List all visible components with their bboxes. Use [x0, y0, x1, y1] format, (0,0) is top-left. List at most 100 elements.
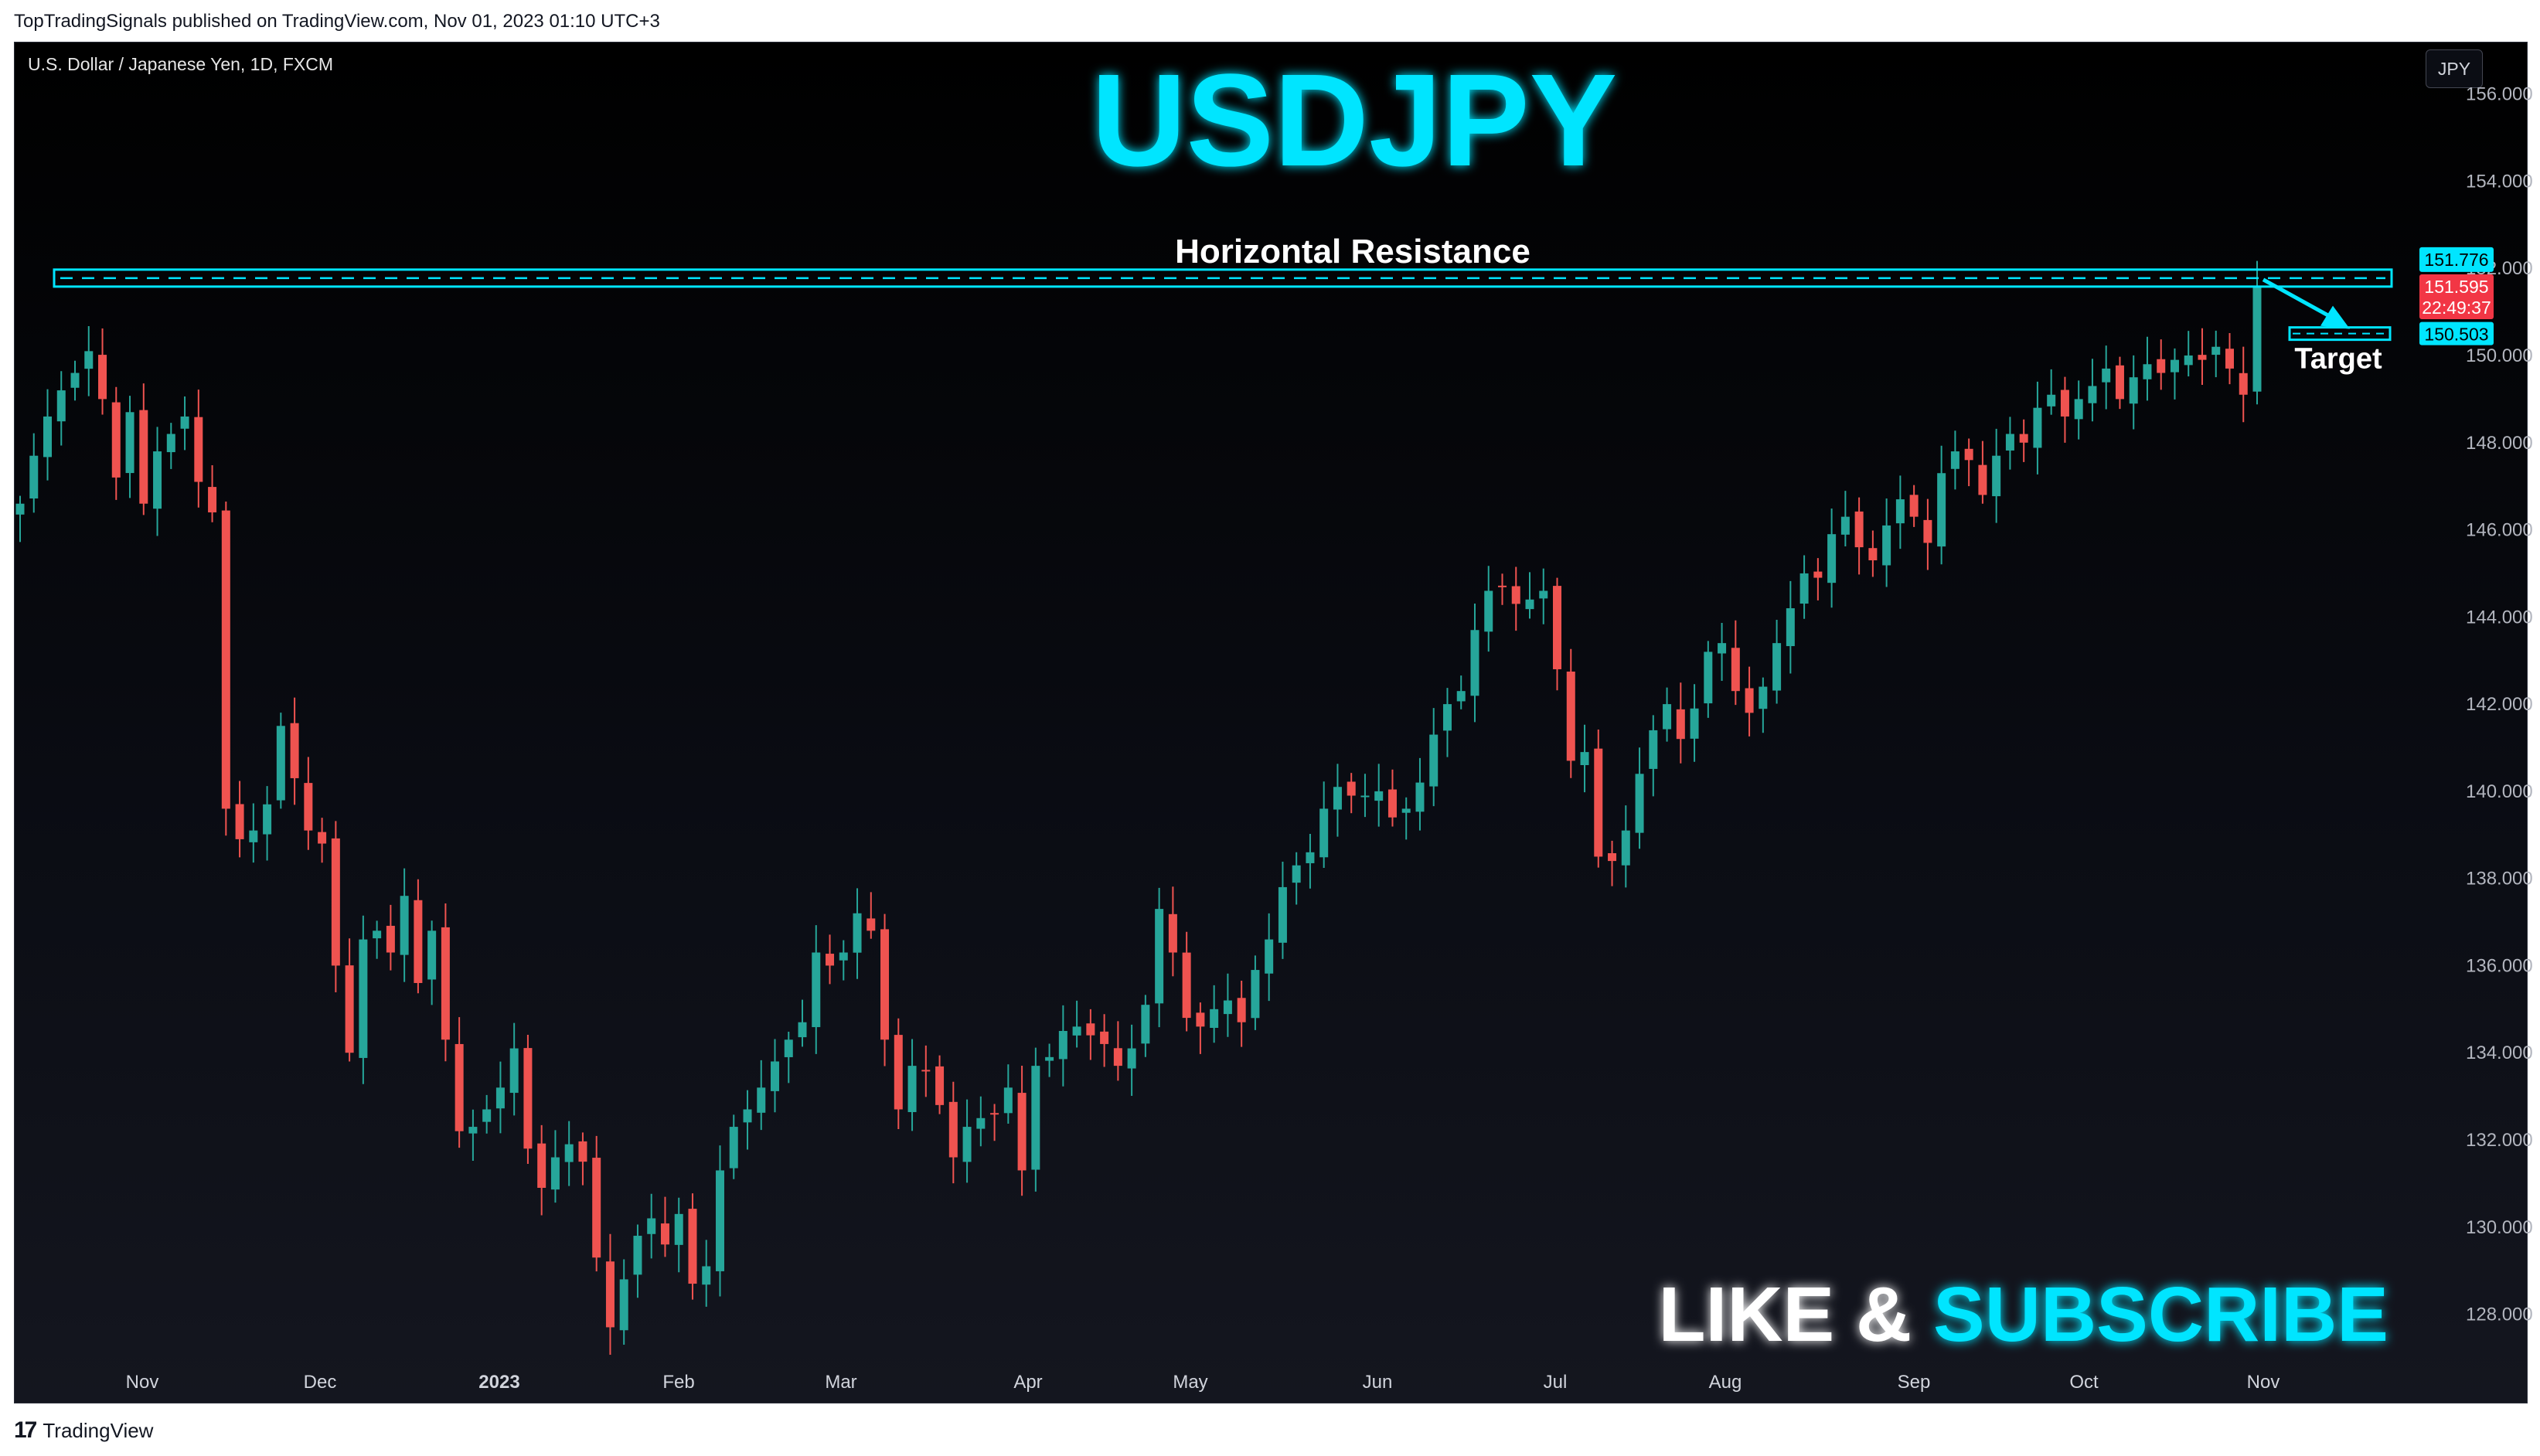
- candle-body: [633, 1236, 642, 1275]
- candle-body: [1045, 1056, 1054, 1061]
- candle: [1745, 666, 1754, 737]
- candle-body: [2252, 285, 2262, 392]
- candle: [1690, 684, 1699, 762]
- candle-body: [1868, 548, 1878, 561]
- candle: [441, 903, 450, 1062]
- candle: [1251, 955, 1260, 1030]
- candle-body: [935, 1066, 945, 1105]
- candle-body: [1251, 970, 1260, 1019]
- candle-body: [1237, 998, 1246, 1022]
- candle-body: [880, 929, 890, 1040]
- candle-body: [1141, 1005, 1150, 1044]
- candle: [1306, 833, 1315, 889]
- candle: [249, 803, 258, 863]
- tradingview-brand[interactable]: TradingView: [43, 1418, 154, 1442]
- candle-body: [441, 927, 450, 1040]
- candle-body: [688, 1209, 697, 1284]
- candle: [867, 892, 876, 939]
- candle: [427, 920, 437, 1005]
- candle: [2239, 346, 2248, 423]
- x-axis-label: Nov: [2247, 1372, 2280, 1393]
- candle-body: [1895, 499, 1905, 524]
- candle: [1387, 769, 1397, 827]
- x-axis-label: Oct: [2069, 1372, 2099, 1393]
- candle: [1895, 475, 1905, 549]
- candle: [853, 888, 862, 979]
- candle-body: [839, 952, 848, 961]
- candle-body: [619, 1279, 628, 1331]
- candle-body: [2060, 390, 2069, 417]
- candle: [1663, 687, 1672, 742]
- candle: [2225, 333, 2234, 385]
- candle-body: [1745, 688, 1754, 713]
- candle-body: [674, 1213, 683, 1245]
- target-price-tag-text: 150.503: [2424, 325, 2488, 345]
- candle-body: [1223, 1000, 1232, 1015]
- candle-body: [1086, 1023, 1095, 1036]
- candle-body: [1937, 473, 1946, 547]
- tradingview-logo-icon[interactable]: 17: [14, 1417, 37, 1443]
- candle: [688, 1193, 697, 1300]
- candle-body: [1553, 586, 1562, 669]
- candle: [2157, 339, 2166, 390]
- candle-body: [894, 1035, 903, 1110]
- y-axis-tick-label: 156.000: [2466, 84, 2533, 105]
- candle: [1415, 757, 1425, 831]
- like-subscribe-banner: LIKE & SUBSCRIBE: [1658, 1271, 2388, 1358]
- candle-body: [1539, 590, 1548, 599]
- candle-body: [592, 1158, 601, 1258]
- candle-body: [990, 1113, 999, 1115]
- candle: [2019, 419, 2028, 462]
- candle-body: [1196, 1012, 1205, 1027]
- candle: [1210, 985, 1219, 1043]
- candle: [1429, 708, 1439, 807]
- candle-body: [1031, 1066, 1040, 1170]
- candle: [331, 821, 340, 992]
- candle: [770, 1039, 780, 1113]
- candle: [1854, 497, 1864, 575]
- candle-body: [1663, 704, 1672, 730]
- candle: [757, 1060, 766, 1131]
- candle: [400, 868, 409, 982]
- candle-body: [798, 1022, 807, 1038]
- candle: [1909, 485, 1919, 527]
- candle: [1442, 688, 1452, 757]
- candle-body: [2184, 355, 2193, 366]
- candle: [345, 938, 354, 1062]
- candle-body: [660, 1223, 669, 1245]
- candle-body: [2198, 355, 2207, 360]
- candle-body: [509, 1048, 519, 1094]
- footer: 17 TradingView: [14, 1417, 153, 1444]
- candle: [139, 383, 148, 515]
- candle: [1840, 491, 1850, 546]
- candle-body: [84, 351, 94, 369]
- resistance-zone: [53, 268, 2393, 288]
- candle: [194, 390, 203, 508]
- symbol-description[interactable]: U.S. Dollar / Japanese Yen, 1D, FXCM: [28, 54, 334, 74]
- candle-body: [455, 1043, 464, 1131]
- candle: [208, 465, 217, 522]
- candle: [180, 396, 189, 451]
- candle-body: [1676, 709, 1685, 740]
- candle-body: [1347, 781, 1356, 796]
- candle-body: [2005, 434, 2014, 451]
- cta-like-text: LIKE &: [1658, 1271, 1933, 1358]
- candle: [605, 1233, 615, 1355]
- candle-body: [1127, 1048, 1136, 1069]
- candle: [1772, 619, 1782, 704]
- candle: [1086, 1009, 1095, 1060]
- candle: [1992, 428, 2001, 523]
- candle: [1964, 438, 1973, 487]
- candle: [1182, 931, 1191, 1032]
- x-axis-label: Jul: [1544, 1372, 1568, 1393]
- candle: [1813, 558, 1823, 600]
- candle: [1718, 622, 1727, 682]
- candle-body: [784, 1039, 793, 1057]
- candle-body: [208, 487, 217, 512]
- candle-body: [1759, 686, 1768, 709]
- candle: [2060, 376, 2069, 443]
- candle: [263, 786, 272, 861]
- candle-body: [359, 939, 368, 1058]
- candle-body: [221, 510, 230, 809]
- currency-selector[interactable]: JPY: [2426, 49, 2483, 88]
